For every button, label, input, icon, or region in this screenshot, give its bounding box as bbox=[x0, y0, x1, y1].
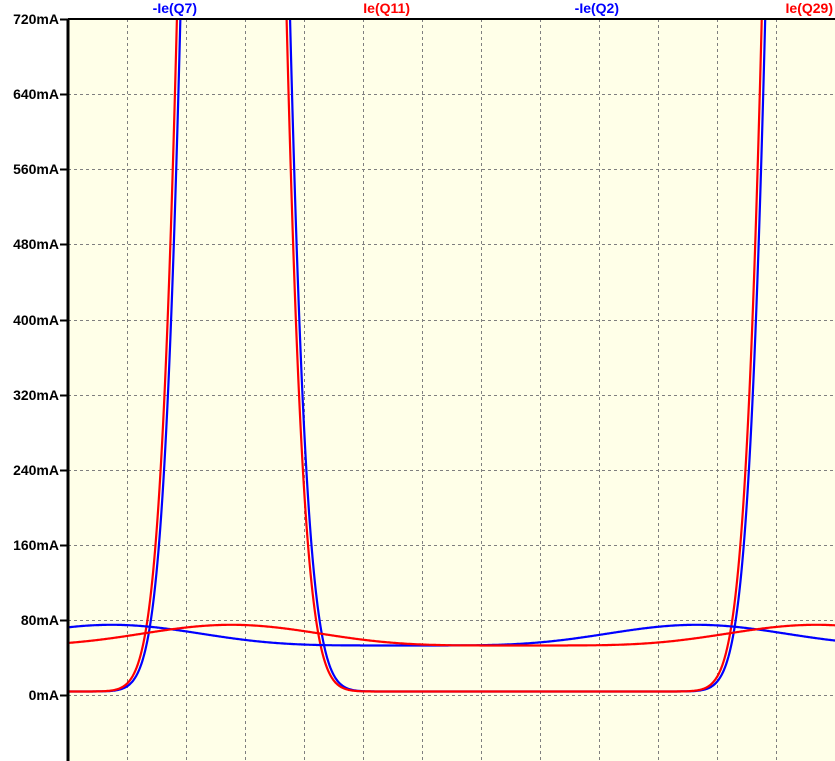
y-tick-label: 720mA bbox=[13, 11, 59, 27]
y-tick-labels: 720mA 640mA 560mA 480mA 400mA 320mA 240mA 160mA… bbox=[13, 11, 68, 703]
legend-label: -Ie(Q2) bbox=[575, 0, 619, 16]
y-tick-label: 480mA bbox=[13, 236, 59, 252]
traces bbox=[68, 19, 835, 693]
y-tick-label: 560mA bbox=[13, 161, 59, 177]
plot-background bbox=[68, 19, 835, 761]
y-tick-label: 400mA bbox=[13, 312, 59, 328]
series-line-3 bbox=[68, 623, 835, 647]
series-line-1 bbox=[68, 19, 763, 693]
y-tick-label: 240mA bbox=[13, 462, 59, 478]
y-tick-label: 0mA bbox=[29, 687, 59, 703]
legend: -Ie(Q7) Ie(Q11) -Ie(Q2) Ie(Q29) bbox=[153, 0, 833, 16]
legend-label: Ie(Q29) bbox=[786, 0, 833, 16]
y-tick-label: 80mA bbox=[21, 612, 59, 628]
legend-label: -Ie(Q7) bbox=[153, 0, 197, 16]
y-tick-label: 320mA bbox=[13, 387, 59, 403]
y-tick-label: 160mA bbox=[13, 537, 59, 553]
y-axis bbox=[66, 18, 835, 761]
legend-label: Ie(Q11) bbox=[363, 0, 410, 16]
y-tick-label: 640mA bbox=[13, 86, 59, 102]
grid bbox=[68, 19, 835, 761]
